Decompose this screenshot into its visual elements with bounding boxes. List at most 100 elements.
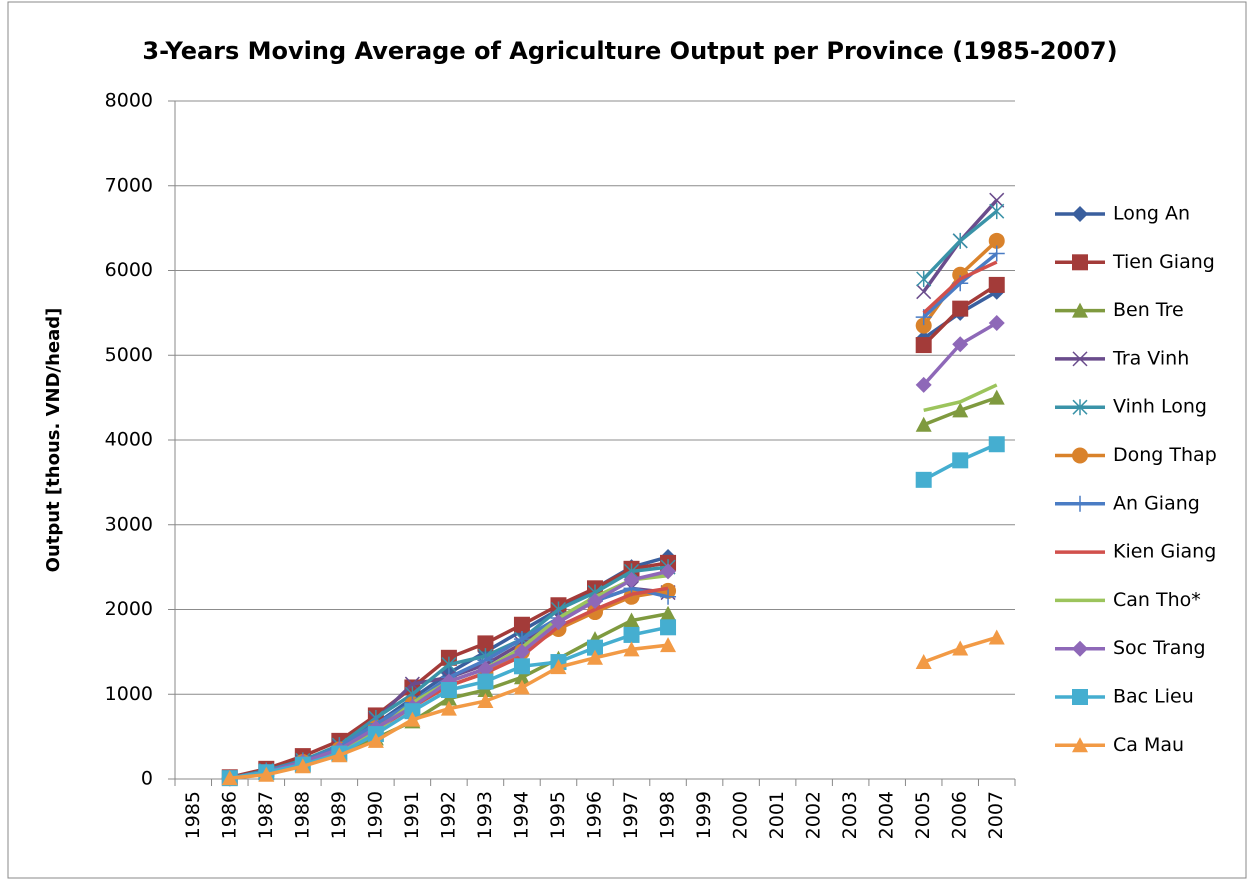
legend-marker — [1072, 206, 1088, 222]
point — [915, 317, 932, 334]
point — [587, 593, 603, 610]
point — [988, 232, 1005, 249]
point — [623, 571, 640, 588]
point — [988, 629, 1005, 645]
point — [623, 612, 640, 628]
point — [550, 614, 567, 631]
legend-label: Tien Giang — [1112, 251, 1215, 273]
point — [952, 336, 969, 353]
point — [513, 658, 530, 675]
y-axis-label: Output [thous. VND/head] — [43, 308, 64, 573]
x-tick-label: 2001 — [766, 791, 788, 839]
point — [915, 416, 932, 432]
x-tick-label: 2007 — [985, 791, 1007, 839]
x-tick-label: 1988 — [291, 791, 313, 839]
point — [513, 616, 530, 633]
point — [513, 679, 530, 695]
legend-label: Ca Mau — [1113, 734, 1184, 756]
point — [440, 700, 457, 716]
point — [367, 732, 384, 748]
point — [915, 654, 932, 670]
x-tick-label: 1987 — [255, 791, 277, 839]
chart-title: 3-Years Moving Average of Agriculture Ou… — [142, 37, 1117, 65]
y-tick-label: 6000 — [105, 259, 153, 281]
x-tick-label: 2000 — [730, 791, 752, 839]
point — [915, 337, 932, 354]
legend-label: Kien Giang — [1113, 541, 1216, 563]
point — [513, 643, 530, 660]
point — [916, 270, 932, 287]
legend-marker — [1072, 447, 1088, 464]
x-tick-label: 1985 — [182, 791, 204, 839]
y-tick-label: 4000 — [105, 429, 153, 451]
point — [550, 659, 567, 675]
x-tick-label: 1996 — [584, 791, 606, 839]
point — [587, 639, 603, 656]
point — [988, 315, 1005, 332]
legend-marker — [1072, 737, 1088, 753]
legend-marker — [1072, 495, 1088, 512]
point — [623, 641, 640, 657]
point — [952, 300, 969, 317]
y-tick-label: 0 — [141, 768, 153, 790]
legend-label: Can Tho* — [1113, 589, 1201, 611]
point — [988, 436, 1005, 453]
point — [477, 635, 494, 652]
point — [587, 649, 603, 665]
point — [294, 758, 311, 774]
legend-label: Dong Thap — [1113, 444, 1217, 466]
point — [404, 711, 421, 727]
x-tick-label: 1992 — [437, 791, 459, 839]
x-tick-label: 2003 — [839, 791, 861, 839]
point — [915, 471, 932, 488]
legend-label: An Giang — [1113, 492, 1200, 514]
legend-label: Bac Lieu — [1113, 686, 1194, 708]
point — [988, 245, 1005, 262]
x-tick-label: 1990 — [364, 791, 386, 839]
legend-label: Tra Vinh — [1112, 347, 1189, 369]
x-tick-label: 1994 — [510, 791, 532, 839]
point — [477, 693, 494, 709]
y-tick-label: 5000 — [105, 344, 153, 366]
point — [915, 376, 932, 393]
point — [988, 276, 1005, 293]
point — [331, 747, 348, 763]
x-tick-label: 2005 — [912, 791, 934, 839]
y-tick-label: 1000 — [105, 683, 153, 705]
legend-marker — [1072, 640, 1088, 657]
x-tick-label: 2002 — [803, 791, 825, 839]
point — [221, 770, 238, 786]
legend-marker — [1072, 689, 1088, 705]
point — [477, 660, 494, 677]
legend-marker — [1072, 302, 1088, 318]
x-tick-label: 1989 — [328, 791, 350, 839]
point — [404, 703, 421, 720]
legend-marker — [1072, 399, 1088, 416]
point — [477, 673, 494, 690]
y-tick-label: 2000 — [105, 598, 153, 620]
point — [660, 588, 677, 605]
point — [952, 640, 969, 656]
legend-label: Long An — [1113, 203, 1190, 225]
y-tick-label: 7000 — [105, 174, 153, 196]
point — [660, 605, 677, 621]
y-tick-label: 3000 — [105, 513, 153, 535]
y-tick-label: 8000 — [105, 90, 153, 112]
point — [660, 563, 677, 580]
point — [952, 402, 969, 418]
legend-marker — [1072, 254, 1088, 271]
x-tick-label: 1999 — [693, 791, 715, 839]
point — [989, 192, 1005, 208]
x-tick-label: 1998 — [657, 791, 679, 839]
x-tick-label: 1995 — [547, 791, 569, 839]
x-tick-label: 1991 — [401, 791, 423, 839]
point — [440, 682, 457, 699]
point — [952, 232, 968, 249]
legend-label: Vinh Long — [1113, 396, 1207, 418]
point — [660, 619, 677, 636]
point — [952, 452, 969, 469]
x-tick-label: 1986 — [218, 791, 240, 839]
point — [258, 766, 275, 782]
point — [988, 389, 1005, 405]
